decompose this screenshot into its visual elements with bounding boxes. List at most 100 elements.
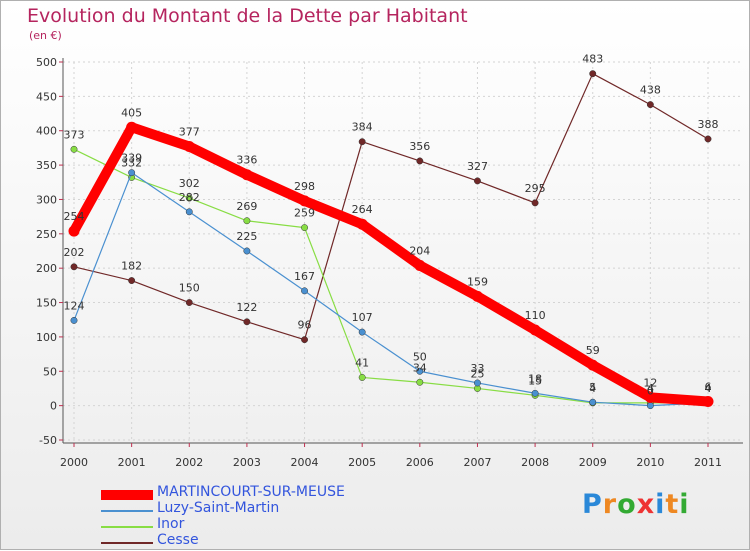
chart-unit-label: (en €) — [29, 29, 62, 42]
data-label: 4 — [705, 382, 712, 395]
data-label: 282 — [179, 191, 200, 204]
y-tick-label: 200 — [36, 262, 57, 275]
data-label: 15 — [528, 374, 542, 387]
data-label: 4 — [589, 382, 596, 395]
data-label: 124 — [64, 299, 85, 312]
series-line-martincourt-sur-meuse — [69, 122, 713, 407]
legend-label: MARTINCOURT-SUR-MEUSE — [157, 484, 345, 500]
legend-item: MARTINCOURT-SUR-MEUSE — [101, 484, 401, 503]
data-label: 18 — [528, 372, 542, 385]
data-point — [416, 157, 424, 165]
data-point — [704, 135, 712, 143]
data-point — [299, 195, 311, 207]
series-line-luzy-saint-martin — [73, 172, 709, 407]
data-point — [70, 316, 78, 324]
data-label: 12 — [643, 376, 657, 389]
chart-title: Evolution du Montant de la Dette par Hab… — [27, 5, 468, 27]
data-point — [185, 194, 193, 202]
x-tick-label: 2010 — [636, 456, 664, 469]
data-point — [185, 299, 193, 306]
data-label: 41 — [355, 356, 369, 369]
data-label: 339 — [121, 152, 142, 165]
data-label: 182 — [121, 260, 142, 273]
y-tick-label: 50 — [43, 365, 57, 378]
x-tick-label: 2004 — [291, 456, 319, 469]
legend-label: Luzy-Saint-Martin — [157, 500, 280, 516]
data-label: 202 — [64, 246, 85, 259]
data-label: 4 — [705, 382, 712, 395]
x-tick-label: 2003 — [233, 456, 261, 469]
data-point — [646, 402, 654, 410]
data-label: 405 — [121, 106, 142, 119]
data-label: 34 — [413, 361, 427, 374]
data-point — [358, 328, 366, 336]
data-point — [416, 378, 424, 386]
x-tick-label: 2002 — [175, 456, 203, 469]
data-label: 96 — [298, 319, 312, 332]
data-label: 6 — [705, 381, 712, 394]
data-label: 264 — [352, 203, 373, 216]
x-tick-label: 2001 — [118, 456, 146, 469]
data-point — [589, 398, 597, 406]
data-label: 159 — [467, 275, 488, 288]
data-point — [185, 208, 193, 216]
series-line-inor — [73, 148, 709, 404]
y-tick-label: 300 — [36, 193, 57, 206]
data-label: 150 — [179, 282, 200, 295]
x-tick-label: 2011 — [694, 456, 722, 469]
data-point — [587, 359, 599, 371]
data-label: 384 — [352, 121, 373, 134]
data-point — [241, 169, 253, 181]
data-label: 204 — [409, 244, 430, 257]
y-tick-label: 250 — [36, 228, 57, 241]
data-label: 25 — [470, 367, 484, 380]
data-point — [531, 199, 539, 207]
data-label: 377 — [179, 126, 200, 139]
data-label: 438 — [640, 84, 661, 97]
data-label: 107 — [352, 311, 373, 324]
series-line-cesse — [73, 73, 709, 341]
data-point — [358, 374, 366, 381]
legend-swatch — [101, 490, 153, 500]
data-point — [529, 324, 541, 336]
data-label: 302 — [179, 177, 200, 190]
data-point — [646, 101, 654, 109]
data-point — [301, 224, 308, 232]
data-point — [243, 217, 251, 225]
data-label: 122 — [236, 301, 257, 314]
legend-swatch — [101, 510, 153, 512]
data-point — [301, 287, 308, 295]
data-point — [471, 290, 483, 302]
data-point — [356, 218, 368, 230]
legend-item: Cesse — [101, 532, 401, 551]
y-tick-label: -50 — [39, 434, 57, 447]
data-point — [183, 141, 195, 153]
data-label: 4 — [647, 382, 654, 395]
data-label: 269 — [236, 200, 257, 213]
data-label: 373 — [64, 128, 85, 141]
data-label: 225 — [236, 230, 257, 243]
data-label: 298 — [294, 180, 315, 193]
data-point — [128, 277, 136, 285]
data-point — [70, 145, 78, 153]
data-label: 356 — [409, 140, 430, 153]
x-tick-label: 2008 — [521, 456, 549, 469]
data-point — [243, 247, 251, 255]
data-point — [416, 367, 424, 375]
data-label: 332 — [121, 156, 142, 169]
data-point — [702, 396, 714, 408]
data-label: 33 — [470, 362, 484, 375]
data-label: 295 — [525, 182, 546, 195]
data-point — [474, 177, 481, 185]
y-tick-label: 350 — [36, 159, 57, 172]
legend-item: Luzy-Saint-Martin — [101, 500, 401, 519]
data-label: 388 — [698, 118, 719, 131]
data-label: 259 — [294, 207, 315, 220]
data-label: 327 — [467, 160, 488, 173]
data-label: 254 — [64, 210, 85, 223]
data-point — [358, 138, 366, 146]
data-label: 483 — [582, 53, 603, 66]
data-label: 0 — [647, 385, 654, 398]
